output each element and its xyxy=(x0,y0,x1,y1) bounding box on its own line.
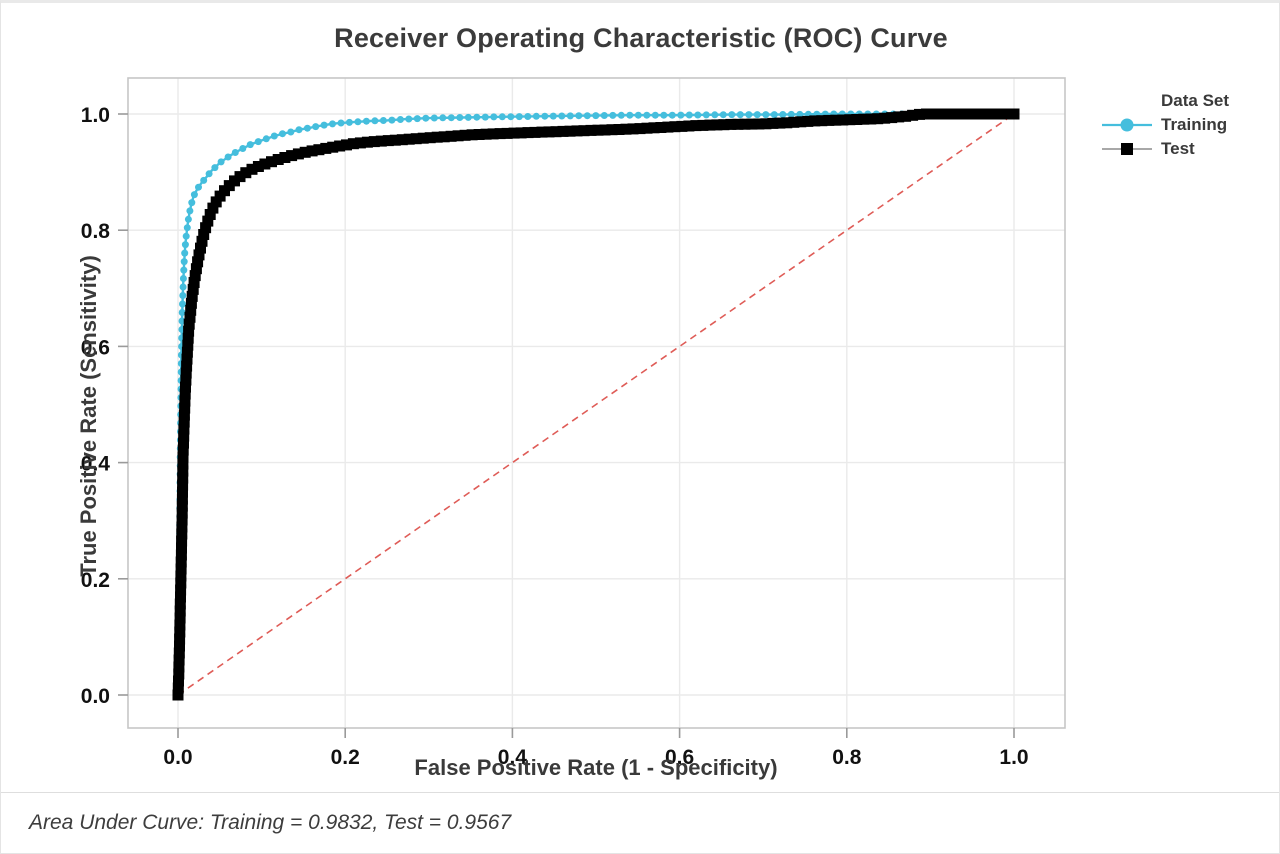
svg-text:0.4: 0.4 xyxy=(81,453,111,476)
svg-text:1.0: 1.0 xyxy=(999,746,1028,769)
chart-title: Receiver Operating Characteristic (ROC) … xyxy=(334,23,948,53)
x-axis-label: False Positive Rate (1 - Specificity) xyxy=(414,755,778,780)
svg-text:1.0: 1.0 xyxy=(81,104,110,127)
training-marker-icon xyxy=(1102,118,1152,132)
footnote-divider xyxy=(1,792,1279,793)
legend-item-test[interactable]: Test xyxy=(1101,137,1229,161)
y-axis-label: True Positive Rate (Sensitivity) xyxy=(76,255,101,577)
svg-text:0.6: 0.6 xyxy=(665,746,694,769)
test-marker-icon xyxy=(1102,143,1152,155)
legend-label-test: Test xyxy=(1161,139,1195,158)
svg-text:0.8: 0.8 xyxy=(81,220,111,243)
svg-text:0.2: 0.2 xyxy=(331,746,360,769)
roc-plot-canvas[interactable]: 0.0 0.2 0.4 0.6 0.8 1.0 0.0 0.2 0.4 0.6 0.8 1.0 xyxy=(1,3,1280,803)
auc-footnote: Area Under Curve: Training = 0.9832, Tes… xyxy=(29,811,512,834)
svg-text:0.4: 0.4 xyxy=(498,746,528,769)
legend-title: Data Set xyxy=(1161,91,1230,110)
svg-text:0.0: 0.0 xyxy=(163,746,192,769)
svg-text:0.6: 0.6 xyxy=(81,336,110,359)
svg-text:0.2: 0.2 xyxy=(81,569,110,592)
legend: Data Set Training Test xyxy=(1101,89,1229,161)
legend-item-training[interactable]: Training xyxy=(1101,113,1229,137)
legend-label-training: Training xyxy=(1161,115,1228,134)
svg-text:0.0: 0.0 xyxy=(81,685,110,708)
svg-text:0.8: 0.8 xyxy=(832,746,862,769)
